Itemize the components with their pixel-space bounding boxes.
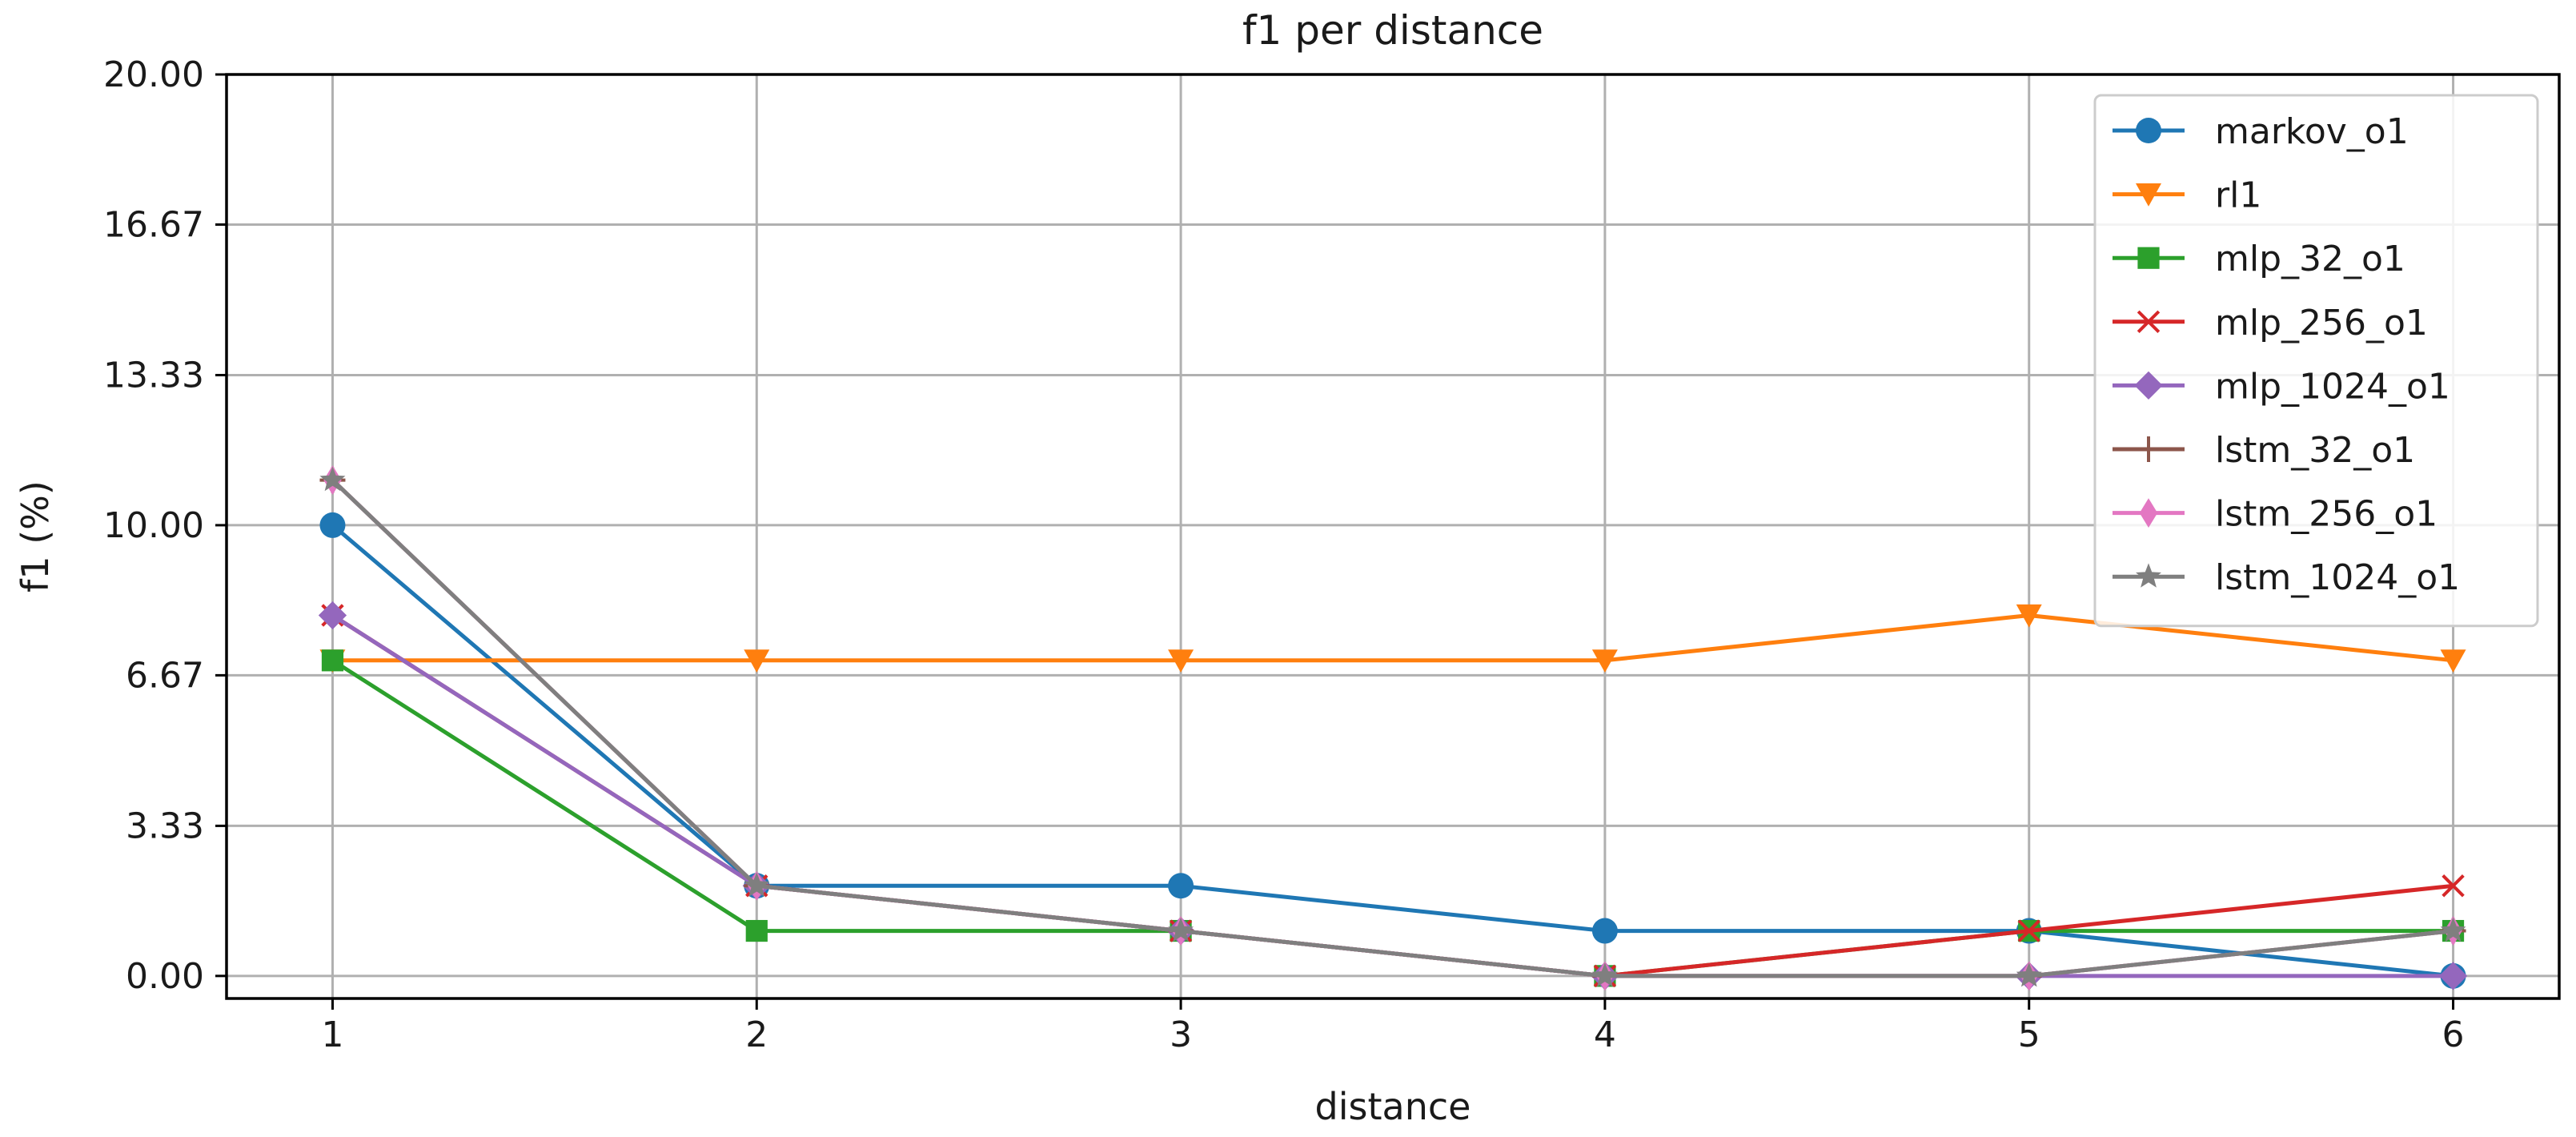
data-point-mlp_1024_o1 (318, 601, 347, 630)
legend-label-mlp_1024_o1: mlp_1024_o1 (2215, 366, 2450, 407)
legend-label-lstm_1024_o1: lstm_1024_o1 (2215, 557, 2460, 598)
y-tick-label: 13.33 (103, 355, 204, 396)
y-tick-label: 0.00 (126, 956, 204, 997)
data-point-mlp_32_o1 (745, 919, 768, 942)
data-point-rl1 (1591, 649, 1618, 673)
legend-item-mlp_256_o1: mlp_256_o1 (2113, 303, 2428, 344)
legend-item-markov_o1: markov_o1 (2113, 111, 2409, 152)
y-axis-label: f1 (%) (14, 480, 57, 593)
x-tick-label: 6 (2442, 1014, 2465, 1055)
legend-marker-markov_o1 (2136, 118, 2161, 143)
data-point-lstm_1024_o1 (2440, 917, 2466, 942)
axis-ticks: 1 2 3 4 5 6 0.00 3.33 6.67 10.00 13.33 16.67 20.00 (103, 54, 2465, 1055)
y-tick-label: 3.33 (126, 806, 204, 846)
data-point-rl1 (2440, 649, 2466, 673)
y-tick-label: 16.67 (103, 204, 204, 245)
legend-item-lstm_32_o1: lstm_32_o1 (2113, 430, 2415, 471)
data-point-mlp_1024_o1 (2438, 962, 2468, 990)
data-point-mlp_256_o1 (2017, 919, 2040, 942)
legend-marker-mlp_32_o1 (2137, 247, 2160, 269)
x-tick-label: 4 (1594, 1014, 1616, 1055)
legend-item-lstm_256_o1: lstm_256_o1 (2113, 494, 2438, 535)
legend-label-lstm_32_o1: lstm_32_o1 (2215, 430, 2415, 471)
x-tick-label: 2 (745, 1014, 768, 1055)
data-point-lstm_1024_o1 (744, 872, 770, 897)
legend-item-rl1: rl1 (2113, 175, 2261, 216)
legend-marker-lstm_1024_o1 (2136, 563, 2161, 588)
data-point-rl1 (744, 649, 770, 673)
legend: markov_o1 rl1 mlp_32_o1 mlp_256_o1 mlp_1024_… (2093, 94, 2539, 628)
x-axis-label: distance (1315, 1085, 1471, 1128)
legend-marker-mlp_256_o1 (2137, 310, 2161, 334)
data-point-markov_o1 (1168, 873, 1194, 899)
legend-marker-lstm_32_o1 (2136, 436, 2161, 462)
legend-item-mlp_1024_o1: mlp_1024_o1 (2113, 366, 2450, 407)
legend-label-mlp_256_o1: mlp_256_o1 (2215, 303, 2428, 344)
data-point-mlp_32_o1 (321, 649, 344, 672)
data-point-rl1 (2016, 604, 2042, 628)
legend-box (2093, 94, 2539, 628)
plot-frame (225, 73, 2561, 1000)
data-point-markov_o1 (319, 512, 346, 538)
chart-title: f1 per distance (1242, 7, 1543, 54)
data-point-markov_o1 (1591, 918, 1618, 944)
series-group (318, 465, 2468, 991)
series-line-markov_o1 (331, 523, 2454, 978)
data-point-mlp_256_o1 (2442, 874, 2465, 898)
series-line-lstm_1024_o1 (331, 478, 2454, 978)
data-point-lstm_1024_o1 (1591, 962, 1618, 987)
data-point-rl1 (1168, 649, 1194, 673)
legend-marker-rl1 (2136, 183, 2161, 207)
y-tick-label: 6.67 (126, 655, 204, 696)
legend-label-rl1: rl1 (2215, 175, 2261, 216)
legend-label-lstm_256_o1: lstm_256_o1 (2215, 494, 2438, 535)
x-tick-label: 5 (2018, 1014, 2040, 1055)
legend-item-lstm_1024_o1: lstm_1024_o1 (2113, 557, 2460, 598)
data-point-lstm_1024_o1 (2016, 962, 2042, 987)
x-tick-label: 3 (1170, 1014, 1192, 1055)
legend-label-mlp_32_o1: mlp_32_o1 (2215, 239, 2405, 279)
y-tick-label: 20.00 (103, 54, 204, 95)
legend-marker-mlp_1024_o1 (2134, 371, 2163, 400)
data-point-lstm_1024_o1 (319, 466, 346, 492)
legend-marker-lstm_256_o1 (2139, 498, 2158, 528)
x-tick-label: 1 (321, 1014, 343, 1055)
legend-item-mlp_32_o1: mlp_32_o1 (2113, 239, 2405, 279)
y-tick-label: 10.00 (103, 505, 204, 546)
legend-label-markov_o1: markov_o1 (2215, 111, 2409, 152)
series-lstm_1024_o1 (319, 466, 2466, 987)
data-point-lstm_1024_o1 (1168, 917, 1194, 942)
